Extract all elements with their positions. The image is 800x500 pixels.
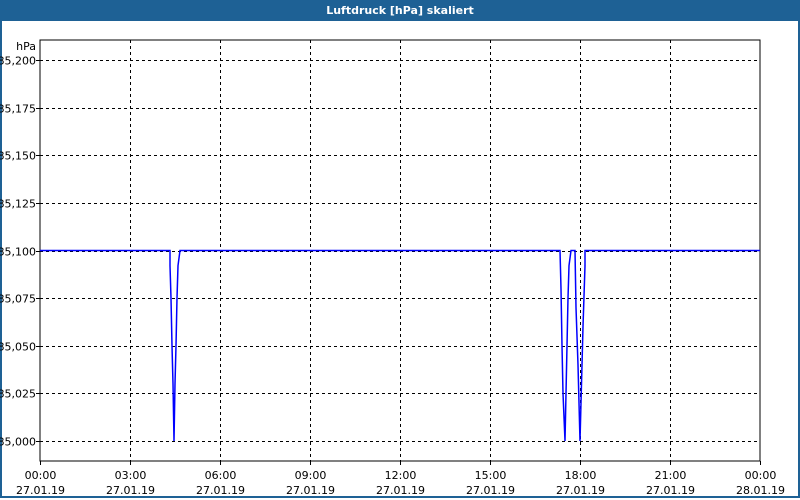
y-tick-label: 985,075	[0, 293, 36, 306]
x-tick-time: 09:00	[295, 469, 327, 482]
x-tick-date: 27.01.19	[466, 484, 515, 497]
x-tick-time: 12:00	[385, 469, 417, 482]
x-tick-date: 27.01.19	[106, 484, 155, 497]
x-tick-time: 03:00	[115, 469, 147, 482]
y-tick-label: 985,175	[0, 103, 36, 116]
chart-title: Luftdruck [hPa] skaliert	[0, 0, 800, 21]
x-tick-date: 27.01.19	[646, 484, 695, 497]
x-tick-time: 18:00	[565, 469, 597, 482]
x-tick-date: 27.01.19	[286, 484, 335, 497]
x-tick-date: 28.01.19	[736, 484, 785, 497]
x-tick-time: 15:00	[475, 469, 507, 482]
x-tick-time: 00:00	[25, 469, 57, 482]
y-tick-label: 985,050	[0, 341, 36, 354]
y-tick-label: 985,000	[0, 436, 36, 449]
x-tick-date: 27.01.19	[16, 484, 65, 497]
y-tick-label: 985,150	[0, 150, 36, 163]
y-tick-label: 985,200	[0, 55, 36, 68]
y-tick-label: 985,100	[0, 246, 36, 259]
y-tick-label: 985,025	[0, 388, 36, 401]
x-tick-date: 27.01.19	[376, 484, 425, 497]
x-tick-time: 06:00	[205, 469, 237, 482]
x-tick-date: 27.01.19	[196, 484, 245, 497]
x-tick-time: 00:00	[745, 469, 777, 482]
y-axis-label: hPa	[16, 40, 36, 53]
x-tick-date: 27.01.19	[556, 484, 605, 497]
y-tick-label: 985,125	[0, 198, 36, 211]
x-tick-time: 21:00	[655, 469, 687, 482]
